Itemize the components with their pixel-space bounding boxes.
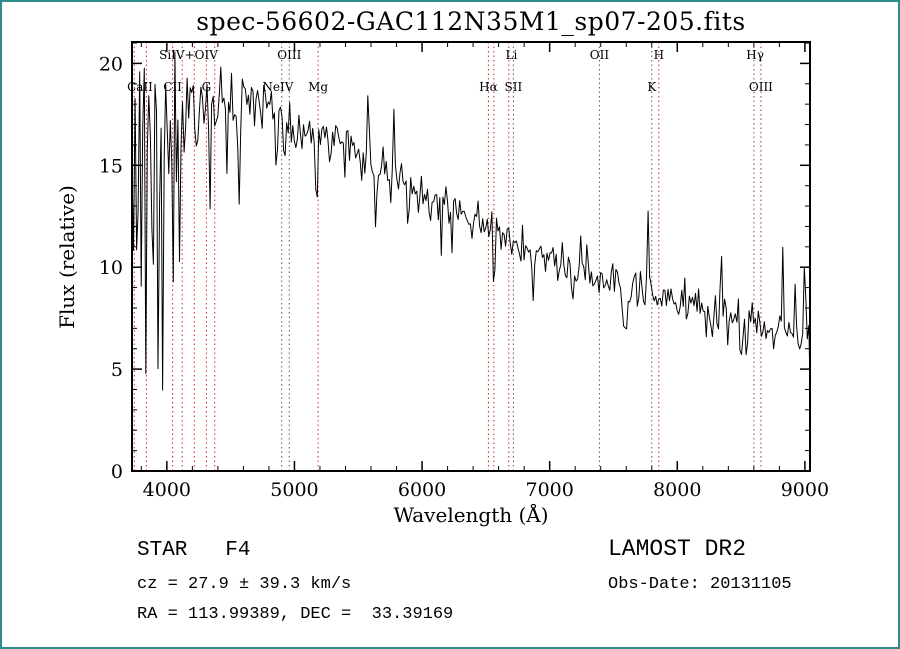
x-tick-label: 8000 (653, 479, 701, 501)
spectral-line-label: CII (163, 80, 182, 94)
y-tick-label: 5 (111, 359, 123, 381)
spectral-line-label: OIII (749, 80, 773, 94)
spectral-line-label: H (654, 48, 664, 62)
x-tick-label: 9000 (781, 479, 829, 501)
obs-date-label: Obs-Date: 20131105 (608, 575, 792, 594)
x-axis-label: Wavelength (Å) (393, 502, 548, 527)
x-tick-label: 5000 (270, 479, 318, 501)
y-tick-label: 0 (111, 461, 123, 483)
y-tick-label: 15 (99, 155, 123, 177)
spectral-line-label: K (647, 80, 657, 94)
coordinates-label: RA = 113.99389, DEC = 33.39169 (137, 605, 453, 624)
cz-value-label: cz = 27.9 ± 39.3 km/s (137, 575, 351, 594)
spectral-line-label: SII (505, 80, 523, 94)
spectral-line-label: Hγ (746, 48, 764, 62)
x-tick-label: 6000 (398, 479, 446, 501)
axis-ticks (132, 42, 810, 472)
spectrum-curve (131, 51, 811, 391)
survey-name-label: LAMOST DR2 (608, 536, 746, 562)
spectral-line-label: SiIV+OIV (159, 48, 218, 62)
object-class-label: STAR F4 (137, 539, 250, 562)
axis-tick-labels: 4000 5000 6000 7000 8000 9000 0 5 10 15 20 (99, 53, 829, 501)
spectral-line-label: NeIV (262, 80, 293, 94)
x-tick-label: 4000 (143, 479, 191, 501)
spectral-line-label: Hα (479, 80, 498, 94)
y-tick-label: 20 (99, 53, 123, 75)
plot-frame (131, 41, 811, 472)
y-axis-label: Flux (relative) (55, 185, 79, 329)
y-tick-label: 10 (99, 257, 123, 279)
spectral-line-label: Mg (308, 80, 328, 94)
spectral-line-label: Li (505, 48, 517, 62)
x-tick-label: 7000 (525, 479, 573, 501)
spectral-line-label: OII (590, 48, 610, 62)
spectral-line-label: OIII (277, 48, 301, 62)
plot-title: spec-56602-GAC112N35M1_sp07-205.fits (196, 7, 746, 36)
